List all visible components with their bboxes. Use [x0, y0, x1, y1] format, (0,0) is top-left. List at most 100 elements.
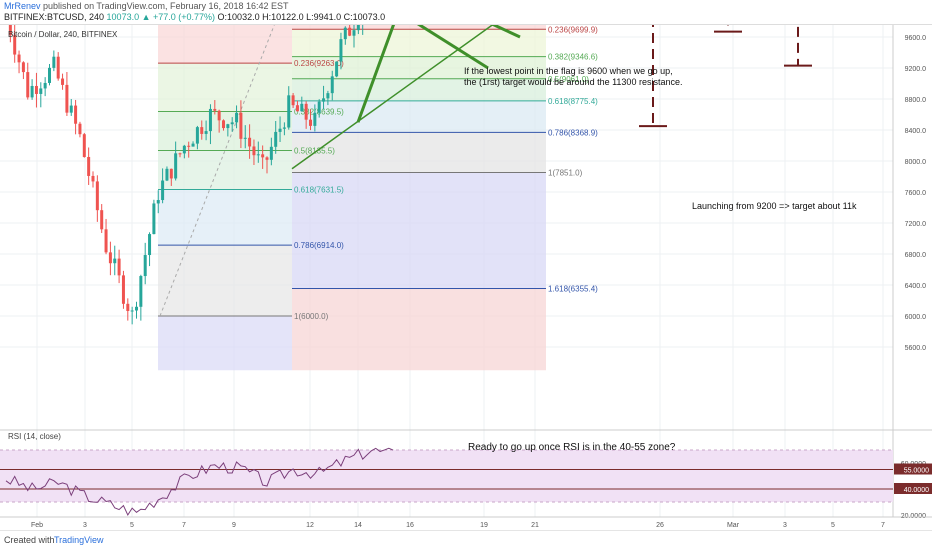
price-tick-label: 6400.0 — [905, 283, 927, 290]
rsi-band — [0, 450, 893, 502]
candle-body — [309, 119, 312, 126]
chart-svg[interactable]: 0(10271.0)0.236(9263.0)0.382(8639.5)0.5(… — [0, 0, 932, 531]
price-tick-label: 7600.0 — [905, 190, 927, 197]
price-tick-label: 8800.0 — [905, 97, 927, 104]
candle-body — [248, 137, 252, 147]
fib1-diagonal — [159, 0, 285, 317]
publish-line: MrRenev published on TradingView.com, Fe… — [4, 1, 289, 11]
candle-body — [343, 27, 347, 40]
fib2-level-label: 0.618(8775.4) — [548, 97, 598, 106]
candle-body — [156, 200, 160, 204]
fib2-level-label: 0.786(8368.9) — [548, 128, 598, 137]
candle-body — [139, 276, 143, 307]
fib2-level-label: 0.5(9061.0) — [548, 75, 589, 84]
candle-body — [339, 39, 343, 62]
fib2-level-label: 0.236(9699.9) — [548, 25, 598, 34]
candle-body — [256, 154, 260, 156]
candle-body — [217, 110, 221, 121]
candle-body — [348, 27, 352, 36]
author-link[interactable]: MrRenev — [4, 1, 41, 11]
candle-body — [95, 181, 99, 211]
candle-body — [82, 134, 86, 157]
candle-body — [352, 30, 356, 36]
time-tick-label: 12 — [306, 522, 314, 529]
candle-body — [187, 145, 191, 147]
candle-body — [121, 275, 125, 304]
price-tick-label: 8400.0 — [905, 128, 927, 135]
candle-body — [56, 56, 60, 79]
candle-body — [269, 146, 273, 160]
candle-body — [291, 95, 295, 106]
ohlc-values: O:10032.0 H:10122.0 L:9941.0 C:10073.0 — [217, 12, 386, 22]
candle-body — [126, 303, 130, 311]
candle-body — [69, 105, 73, 113]
price-tick-label: 8000.0 — [905, 159, 927, 166]
candle-body — [304, 103, 308, 120]
price-tick-label: 7200.0 — [905, 221, 927, 228]
candle-body — [252, 146, 256, 156]
candle-body — [274, 131, 278, 147]
time-tick-label: 3 — [783, 522, 787, 529]
candle-body — [174, 153, 178, 179]
price-tick-label: 6000.0 — [905, 314, 927, 321]
rsi-note: Ready to go up once RSI is in the 40-55 … — [468, 442, 676, 453]
candle-body — [287, 95, 291, 128]
candle-body — [43, 82, 47, 89]
candle-body — [326, 93, 330, 99]
candle-body — [21, 62, 25, 73]
fib1-level-label: 0.5(8135.5) — [294, 146, 335, 155]
candle-body — [169, 168, 173, 179]
candle-body — [226, 124, 230, 129]
rsi-55-badge — [894, 463, 932, 475]
candle-body — [243, 137, 247, 139]
price-change: 10073.0 ▲ +77.0 (+0.77%) — [106, 12, 216, 22]
candle-body — [34, 85, 38, 94]
price-tick-label: 6800.0 — [905, 252, 927, 259]
fib1-zone — [158, 245, 292, 316]
fib2-level-label: 1.618(6355.4) — [548, 284, 598, 293]
time-tick-label: 5 — [130, 522, 134, 529]
fib1-zone — [158, 316, 292, 371]
price-tick-label: 9600.0 — [905, 35, 927, 42]
candle-body — [317, 101, 321, 113]
time-tick-label: 26 — [656, 522, 664, 529]
candle-body — [230, 122, 234, 125]
chart-area[interactable]: 0(10271.0)0.236(9263.0)0.382(8639.5)0.5(… — [0, 0, 932, 531]
rsi-40-badge — [894, 483, 932, 494]
candle-body — [200, 127, 204, 134]
footer: Created with TradingView — [0, 530, 932, 550]
candle-body — [30, 85, 34, 98]
candle-body — [265, 157, 269, 160]
candle-body — [130, 310, 134, 312]
fib2-zone — [292, 78, 546, 101]
flag-note-line1: If the lowest point in the flag is 9600 … — [464, 66, 673, 76]
time-tick-label: 16 — [406, 522, 414, 529]
fib1-level-label: 0.786(6914.0) — [294, 241, 344, 250]
candle-body — [300, 103, 304, 112]
candle-body — [195, 127, 199, 144]
price-tick-label: 9200.0 — [905, 66, 927, 73]
candle-body — [204, 131, 208, 134]
candle-body — [222, 120, 225, 129]
rsi-line — [5, 447, 394, 516]
fib2-zone — [292, 288, 546, 371]
candle-body — [182, 145, 186, 154]
fib1-level-label: 0.236(9263.0) — [294, 59, 344, 68]
candle-body — [65, 84, 69, 113]
candle-body — [165, 168, 169, 181]
time-tick-label: 14 — [354, 522, 362, 529]
candle-body — [278, 128, 282, 132]
fib1-zone — [158, 63, 292, 112]
candle-body — [235, 112, 239, 123]
candle-body — [143, 255, 147, 277]
candle-body — [161, 180, 165, 201]
flag-lower-line — [407, 16, 489, 70]
fib2-zone — [292, 56, 546, 79]
fib2-zone — [292, 100, 546, 133]
tradingview-logo[interactable]: TradingView — [54, 535, 104, 545]
time-tick-label: 9 — [232, 522, 236, 529]
chart-header: MrRenev published on TradingView.com, Fe… — [0, 0, 932, 24]
candle-body — [87, 156, 91, 176]
candle-body — [91, 175, 95, 182]
candle-body — [113, 258, 117, 264]
